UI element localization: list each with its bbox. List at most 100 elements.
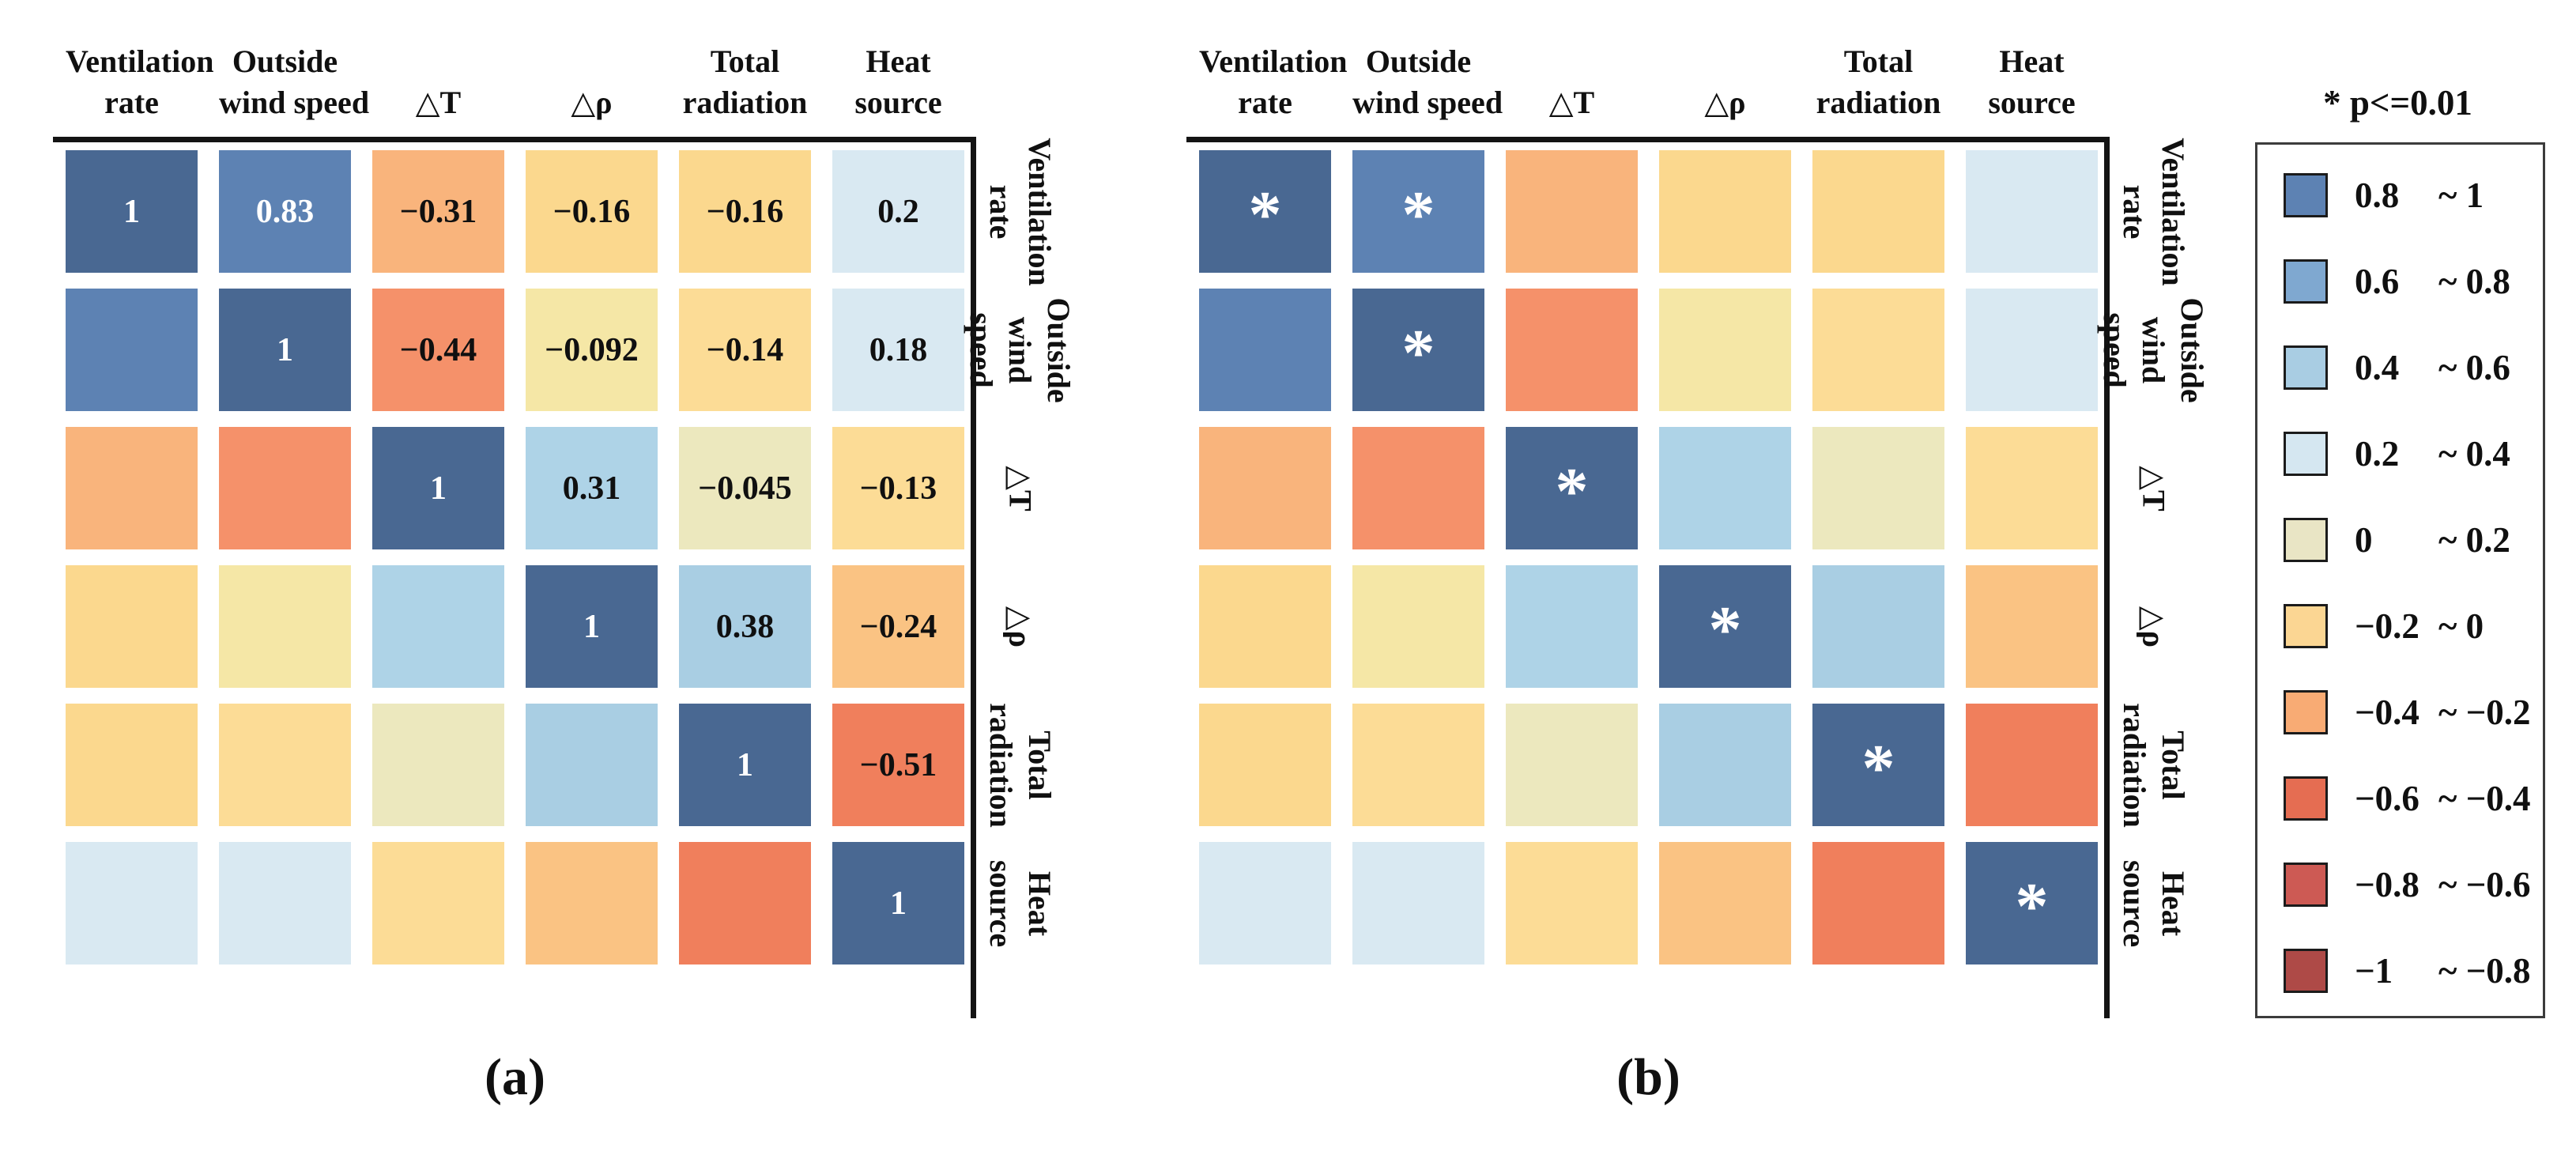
- significance-star: *: [1401, 177, 1435, 251]
- legend-swatch: [2284, 863, 2328, 907]
- column-header-line: rate: [1238, 85, 1292, 120]
- cell-a-r3c4: 0.38: [679, 565, 811, 688]
- cell-a-r1c4: −0.14: [679, 289, 811, 411]
- column-header-b-0: Ventilation rate: [1199, 41, 1348, 133]
- top-axis-rule-b: [1186, 137, 2110, 142]
- column-header-a-4: Total radiation: [679, 41, 811, 133]
- legend-range-to: ~ −0.6: [2438, 865, 2531, 904]
- cell-value: −0.092: [545, 331, 639, 368]
- significance-star: *: [1248, 177, 1282, 251]
- cell-b-r5c1: [1352, 842, 1484, 964]
- row-label-line: Total: [1021, 730, 1058, 800]
- column-header-line: △T: [415, 85, 462, 120]
- column-header-line: Total: [1843, 43, 1914, 79]
- row-label-line: wind: [2136, 316, 2172, 383]
- cell-a-r3c5: −0.24: [832, 565, 964, 688]
- right-axis-rule-a: [971, 137, 976, 1018]
- legend-range-from: 0.8: [2355, 176, 2400, 215]
- row-label-line: △T: [1002, 465, 1039, 512]
- legend-swatch: [2284, 173, 2328, 217]
- cell-a-r2c5: −0.13: [832, 427, 964, 549]
- cell-value: 0.83: [255, 193, 315, 230]
- row-label-b-2: △T: [2134, 466, 2173, 511]
- row-label-line: Heat: [2155, 870, 2191, 936]
- top-axis-rule-a: [53, 137, 976, 142]
- legend-swatch: [2284, 259, 2328, 304]
- panel-a: Ventilation rate Outside wind speed △T △ρ Tota…: [53, 0, 1220, 1174]
- cell-b-r1c1: *: [1352, 289, 1484, 411]
- legend-swatch: [2284, 690, 2328, 734]
- legend-swatch: [2284, 432, 2328, 476]
- cell-a-r4c2: [372, 704, 504, 826]
- cell-a-r0c2: −0.31: [372, 150, 504, 273]
- cell-value: 1: [890, 885, 907, 922]
- column-header-line: Heat: [1999, 43, 2065, 79]
- cell-a-r0c1: 0.83: [219, 150, 351, 273]
- significance-star: *: [1708, 592, 1742, 666]
- column-header-line: Ventilation: [66, 43, 214, 79]
- cell-b-r4c1: [1352, 704, 1484, 826]
- cell-value: 1: [277, 331, 293, 368]
- right-axis-rule-b: [2104, 137, 2110, 1018]
- legend-range-to: ~ −0.4: [2438, 779, 2531, 818]
- row-label-line: radiation: [983, 702, 1019, 828]
- row-label-line: Heat: [1021, 870, 1058, 936]
- cell-b-r0c3: [1659, 150, 1791, 273]
- panel-b-caption: (b): [1616, 1048, 1680, 1106]
- column-header-line: △ρ: [1704, 85, 1746, 120]
- cell-b-r0c0: *: [1199, 150, 1331, 273]
- legend-range-label: −0.6 ~ −0.4: [2355, 778, 2531, 819]
- column-header-line: Ventilation: [1199, 43, 1348, 79]
- legend-range-to: ~ 0.4: [2438, 434, 2510, 474]
- row-label-line: △ρ: [1002, 606, 1039, 647]
- cell-b-r4c4: *: [1812, 704, 1944, 826]
- cell-b-r2c5: [1966, 427, 2098, 549]
- column-headers-b: Ventilation rate Outside wind speed △T △ρ Tota…: [1199, 28, 2098, 133]
- legend-range-label: 0.6 ~ 0.8: [2355, 261, 2510, 302]
- row-label-line: Ventilation: [1021, 137, 1058, 286]
- row-label-line: speed: [2097, 311, 2133, 388]
- row-label-b-4: Total radiation: [2114, 703, 2192, 828]
- legend-item-0: 0.8 ~ 1: [2257, 173, 2543, 217]
- legend-swatch: [2284, 345, 2328, 390]
- row-label-line: speed: [964, 311, 1000, 388]
- cell-b-r3c3: *: [1659, 565, 1791, 688]
- row-label-a-3: △ρ: [1001, 606, 1039, 647]
- cell-b-r4c5: [1966, 704, 2098, 826]
- cell-a-r2c0: [66, 427, 198, 549]
- cell-a-r5c5: 1: [832, 842, 964, 964]
- row-label-line: source: [983, 859, 1019, 947]
- column-header-line: wind speed: [219, 85, 370, 120]
- legend-range-to: ~ 0.6: [2438, 348, 2510, 387]
- cell-a-r0c3: −0.16: [526, 150, 658, 273]
- legend-range-from: −0.4: [2355, 693, 2419, 732]
- legend-range-label: 0.4 ~ 0.6: [2355, 347, 2510, 388]
- cell-a-r1c5: 0.18: [832, 289, 964, 411]
- cell-b-r3c5: [1966, 565, 2098, 688]
- legend-item-5: −0.2 ~ 0: [2257, 604, 2543, 648]
- cell-value: 1: [737, 746, 753, 783]
- legend-range-label: −0.2 ~ 0: [2355, 606, 2484, 647]
- cell-a-r0c4: −0.16: [679, 150, 811, 273]
- cell-b-r2c3: [1659, 427, 1791, 549]
- cell-b-r1c2: [1506, 289, 1638, 411]
- legend-range-label: 0.2 ~ 0.4: [2355, 433, 2510, 474]
- legend-range-from: 0.6: [2355, 262, 2400, 301]
- legend: * p<=0.01 0.8 ~ 1 0.6 ~ 0.8 0.4 ~ 0.6 0.2 ~ 0.4…: [2255, 0, 2548, 1107]
- column-header-a-1: Outside wind speed: [219, 41, 370, 133]
- cell-b-r1c5: [1966, 289, 2098, 411]
- cell-a-r5c2: [372, 842, 504, 964]
- row-label-line: rate: [2117, 184, 2152, 239]
- cell-a-r4c5: −0.51: [832, 704, 964, 826]
- significance-star: *: [1861, 730, 1895, 805]
- column-header-line: radiation: [1816, 85, 1941, 120]
- column-header-b-1: Outside wind speed: [1352, 41, 1503, 133]
- legend-range-to: ~ 0.2: [2438, 520, 2510, 560]
- column-header-a-5: Heat source: [832, 41, 964, 133]
- cell-b-r2c4: [1812, 427, 1944, 549]
- cell-b-r2c2: *: [1506, 427, 1638, 549]
- row-label-b-5: Heat source: [2114, 859, 2192, 946]
- cell-a-r4c3: [526, 704, 658, 826]
- cell-a-r4c4: 1: [679, 704, 811, 826]
- cell-value: 1: [430, 470, 447, 507]
